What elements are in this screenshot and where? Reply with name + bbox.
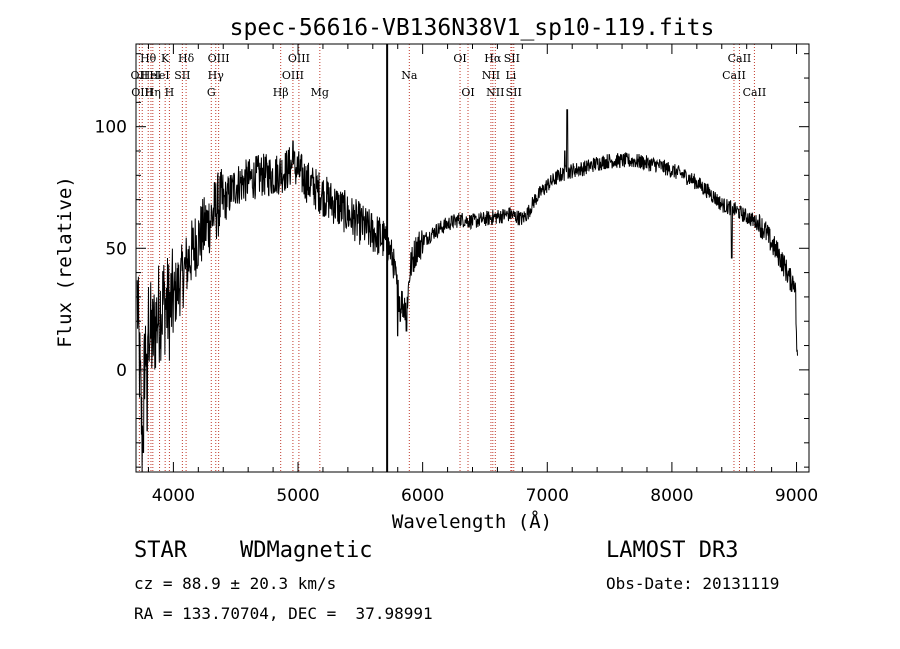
spectral-line-label: OIII bbox=[131, 86, 153, 99]
spectral-line-label: SII bbox=[174, 69, 190, 82]
spectral-line-label: Na bbox=[401, 69, 418, 82]
x-tick-label: 9000 bbox=[775, 486, 818, 506]
x-tick-label: 5000 bbox=[276, 486, 319, 506]
spectral-line-label: Mg bbox=[311, 86, 329, 99]
y-tick-label: 100 bbox=[95, 118, 127, 138]
object-class: STAR bbox=[134, 538, 187, 563]
spectral-line-labels: OIIOIIIHθHeIHηHeIKHSIIHδGHγOIIIHβOIIIOII… bbox=[131, 52, 767, 99]
chart-title: spec-56616-VB136N38V1_sp10-119.fits bbox=[230, 15, 715, 41]
spectral-line-label: NII bbox=[486, 86, 504, 99]
axis-ticks: 4000 5000 6000 7000 8000 9000 0 50 100 bbox=[95, 44, 818, 506]
spectral-line-label: CaII bbox=[722, 69, 746, 82]
y-axis-label: Flux (relative) bbox=[54, 176, 76, 348]
x-tick-label: 7000 bbox=[526, 486, 569, 506]
spectral-line-label: Hβ bbox=[273, 86, 289, 99]
x-tick-label: 8000 bbox=[650, 486, 693, 506]
spectral-line-label: OIII bbox=[208, 52, 230, 65]
observation-date: Obs-Date: 20131119 bbox=[606, 574, 780, 593]
spectral-line-label: OI bbox=[461, 86, 474, 99]
spectrum-curve bbox=[136, 109, 798, 473]
spectral-line-label: SII bbox=[504, 52, 520, 65]
spectral-line-label: OIII bbox=[288, 52, 310, 65]
spectral-line-label: Hη bbox=[145, 86, 161, 99]
y-tick-label: 0 bbox=[116, 361, 127, 381]
redshift-value: cz = 88.9 ± 20.3 km/s bbox=[134, 574, 337, 593]
y-tick-label: 50 bbox=[105, 239, 127, 259]
spectral-line-label: Hδ bbox=[178, 52, 195, 65]
spectral-line-label: Hθ bbox=[140, 52, 157, 65]
spectral-line-label: K bbox=[161, 52, 170, 65]
spectral-line-label: SII bbox=[506, 86, 522, 99]
spectral-line-label: HeI bbox=[141, 69, 161, 82]
spectral-line-label: Li bbox=[505, 69, 516, 82]
object-subclass: WDMagnetic bbox=[240, 538, 373, 563]
spectral-line-label: NII bbox=[482, 69, 500, 82]
spectral-line-label: G bbox=[207, 86, 216, 99]
spectral-line-label: Hα bbox=[484, 52, 502, 65]
x-tick-label: 4000 bbox=[152, 486, 195, 506]
spectral-line-label: Hγ bbox=[208, 69, 225, 82]
spectral-line-label: OIII bbox=[282, 69, 304, 82]
spectral-line-label: OII bbox=[131, 69, 149, 82]
spectral-lines-layer bbox=[138, 44, 755, 472]
plot-frame bbox=[135, 43, 810, 473]
x-tick-label: 6000 bbox=[401, 486, 444, 506]
spectral-line-label: CaII bbox=[728, 52, 752, 65]
spectral-line-label: HeI bbox=[149, 69, 169, 82]
sky-coordinates: RA = 133.70704, DEC = 37.98991 bbox=[134, 604, 433, 623]
spectral-line-label: H bbox=[165, 86, 175, 99]
survey-name: LAMOST DR3 bbox=[606, 538, 739, 563]
x-axis-label: Wavelength (Å) bbox=[392, 510, 552, 533]
spectral-line-label: OI bbox=[453, 52, 466, 65]
spectral-line-label: CaII bbox=[743, 86, 767, 99]
